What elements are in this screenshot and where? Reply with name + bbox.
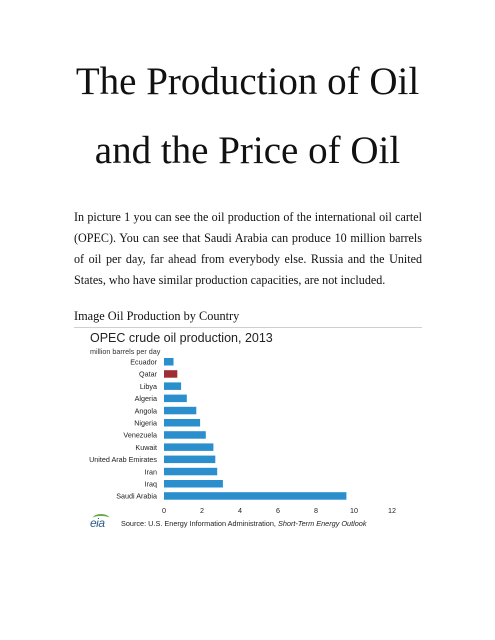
bar <box>164 431 206 439</box>
category-label: Nigeria <box>134 419 157 428</box>
chart-subtitle: million barrels per day <box>90 347 161 356</box>
category-label: Angola <box>135 406 157 415</box>
figure-caption: Image Oil Production by Country <box>74 309 240 323</box>
x-tick-label: 4 <box>238 506 242 515</box>
category-label: Algeria <box>135 394 157 403</box>
category-label: Iraq <box>145 480 157 489</box>
bar <box>164 443 214 451</box>
document-title-line-1: The Production of Oil <box>75 60 420 103</box>
chart-title: OPEC crude oil production, 2013 <box>90 331 273 345</box>
x-tick-label: 10 <box>350 506 358 515</box>
bar <box>164 419 201 427</box>
category-label: Saudi Arabia <box>116 492 157 501</box>
eia-logo: eia <box>90 516 105 530</box>
eia-logo-swoosh-icon <box>93 514 109 522</box>
category-label: Libya <box>140 382 157 391</box>
source-prefix: Source: U.S. Energy Information Administ… <box>121 519 278 528</box>
category-label: Qatar <box>139 370 158 379</box>
category-label: Iran <box>145 467 157 476</box>
x-tick-label: 8 <box>314 506 318 515</box>
category-label: Kuwait <box>135 443 157 452</box>
figure-top-rule <box>74 327 422 328</box>
x-tick-label: 6 <box>276 506 280 515</box>
source-publication: Short-Term Energy Outlook <box>277 519 367 528</box>
body-paragraph: In picture 1 you can see the oil product… <box>74 210 422 287</box>
bar <box>164 394 187 403</box>
x-tick-label: 2 <box>200 506 204 515</box>
bar <box>164 358 174 366</box>
category-label: Venezuela <box>123 431 157 440</box>
x-tick-label: 0 <box>162 506 166 515</box>
bar <box>164 370 178 378</box>
bar <box>164 480 223 488</box>
chart-source-note: Source: U.S. Energy Information Administ… <box>121 519 367 528</box>
bar <box>164 382 182 390</box>
x-tick-label: 12 <box>388 506 396 515</box>
bar <box>164 492 347 500</box>
category-label: United Arab Emirates <box>89 455 157 464</box>
bar <box>164 406 197 415</box>
bar <box>164 467 218 476</box>
category-label: Ecuador <box>130 358 157 367</box>
bar <box>164 455 216 464</box>
document-title-line-2: and the Price of Oil <box>94 129 401 172</box>
